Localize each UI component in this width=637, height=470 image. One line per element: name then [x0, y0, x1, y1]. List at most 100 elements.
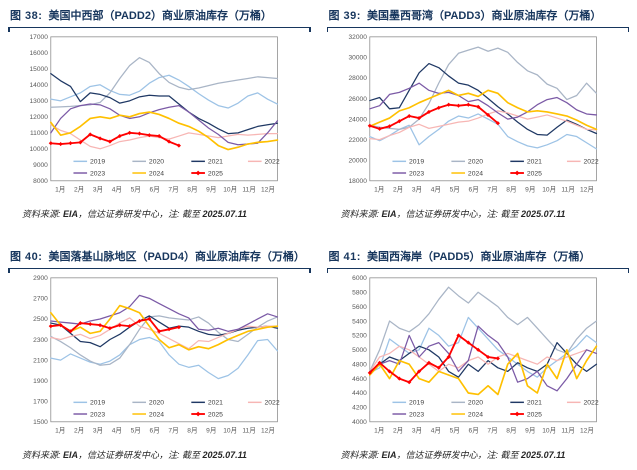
series-2025-marker — [88, 322, 93, 327]
figure-41-title: 图 41: 美国西海岸（PADD5）商业原油库存（万桶） — [326, 246, 629, 274]
legend-label-2022: 2022 — [265, 159, 280, 166]
x-tick-label: 12月 — [580, 427, 594, 435]
legend-label-2023: 2023 — [90, 411, 105, 418]
y-tick-label: 14000 — [29, 82, 48, 89]
figure-40-panel: 图 40: 美国落基山脉地区（PADD4）商业原油库存（万桶） 2900 2700 2… — [8, 246, 311, 461]
series-2025-marker — [127, 324, 132, 329]
x-tick-label: 11月 — [561, 427, 574, 435]
legend-label-2022: 2022 — [583, 159, 598, 166]
x-tick-label: 2月 — [392, 427, 402, 435]
series-2025-marker — [367, 123, 372, 128]
legend-label-2020: 2020 — [149, 400, 164, 407]
legend-label-2021: 2021 — [526, 159, 541, 166]
x-tick-label: 4月 — [112, 427, 122, 435]
legend-label-2019: 2019 — [90, 159, 105, 166]
figure-title-text: 美国西海岸（PADD5）商业原油库存（万桶） — [366, 251, 591, 264]
x-tick-label: 9月 — [525, 185, 535, 193]
x-tick-label: 9月 — [206, 427, 216, 435]
series-2025-marker — [426, 360, 431, 365]
series-2019-line — [50, 74, 279, 109]
series-2020-line — [50, 315, 279, 366]
x-tick-label: 7月 — [487, 427, 497, 435]
series-2024-line — [368, 345, 597, 396]
y-tick-label: 2900 — [33, 275, 48, 282]
series-2023-line — [368, 325, 597, 392]
legend-label-2024: 2024 — [149, 170, 164, 177]
x-tick-label: 6月 — [468, 427, 478, 435]
series-2025-marker — [166, 327, 172, 332]
y-tick-label: 5600 — [352, 304, 367, 311]
source-mid: ，信达证券研发中心，注: 截至 — [78, 209, 203, 220]
x-tick-label: 4月 — [112, 185, 122, 193]
x-tick-label: 3月 — [411, 427, 421, 435]
legend-label-2023: 2023 — [90, 170, 105, 177]
x-tick-label: 11月 — [242, 427, 255, 435]
y-tick-label: 1900 — [33, 378, 48, 385]
y-tick-label: 4000 — [352, 419, 367, 426]
legend-label-2021: 2021 — [208, 400, 223, 407]
y-tick-label: 4200 — [352, 405, 367, 412]
source-org: EIA — [63, 450, 79, 461]
series-2025-marker — [147, 133, 152, 138]
series-2022-line — [368, 345, 597, 373]
y-tick-label: 22000 — [348, 137, 367, 144]
y-tick-label: 5000 — [352, 347, 367, 354]
y-tick-label: 4400 — [352, 390, 367, 397]
x-tick-label: 11月 — [242, 185, 255, 193]
series-2025-marker — [58, 141, 63, 147]
x-tick-label: 2月 — [74, 185, 84, 193]
series-2025-marker — [367, 370, 372, 375]
legend-label-2022: 2022 — [265, 400, 280, 407]
y-tick-label: 6000 — [352, 275, 367, 282]
series-2025-marker — [176, 143, 181, 148]
series-2024-line — [49, 304, 279, 351]
source-org: EIA — [63, 209, 79, 220]
series-2024-line — [49, 111, 279, 151]
legend-label-2020: 2020 — [149, 159, 164, 166]
source-prefix: 资料来源: — [22, 450, 64, 461]
chart-area: 2900 2700 2500 2300 2100 1900 1700 1500 1月 2月 3月 4月… — [8, 269, 311, 447]
legend-marker-2025 — [195, 170, 201, 176]
x-tick-label: 3月 — [93, 427, 103, 435]
series-2025-marker — [137, 131, 142, 136]
series-2019-line — [50, 336, 279, 380]
source-note: 资料来源: EIA，信达证券研发中心，注: 截至 2025.07.11 — [8, 206, 311, 220]
series-2025-marker — [465, 102, 470, 107]
source-note: 资料来源: EIA，信达证券研发中心，注: 截至 2025.07.11 — [327, 206, 630, 220]
x-tick-label: 6月 — [150, 427, 160, 435]
x-tick-label: 6月 — [468, 185, 478, 193]
legend-label-2020: 2020 — [467, 400, 482, 407]
plot-border — [50, 277, 278, 423]
source-mid: ，信达证券研发中心，注: 截至 — [396, 450, 522, 461]
padd5-seasonal-line-chart: 6000 5800 5600 5400 5200 5000 4800 4600 4400 4200… — [352, 275, 599, 435]
figure-label: 图 40: — [10, 251, 43, 264]
series-2025-marker — [176, 325, 181, 330]
series-2023-line — [50, 294, 279, 333]
source-note: 资料来源: EIA，信达证券研发中心，注: 截至 2025.07.11 — [8, 447, 311, 461]
y-tick-label: 2500 — [33, 316, 48, 323]
x-tick-label: 10月 — [223, 185, 237, 193]
series-2025-marker — [455, 103, 461, 108]
y-tick-label: 17000 — [29, 34, 48, 41]
y-tick-label: 16000 — [29, 50, 48, 57]
plot-border — [50, 36, 278, 182]
chart-area: 32000 30000 28000 26000 24000 22000 20000 18000… — [327, 28, 630, 206]
y-tick-label: 12000 — [29, 114, 48, 121]
x-tick-label: 11月 — [561, 185, 574, 193]
figure-41-panel: 图 41: 美国西海岸（PADD5）商业原油库存（万桶） 6000 5800 5600… — [326, 246, 629, 461]
y-tick-label: 30000 — [348, 55, 367, 62]
y-tick-label: 2700 — [33, 296, 48, 303]
series-2025-marker — [455, 333, 461, 338]
legend-label-2021: 2021 — [208, 159, 223, 166]
y-tick-label: 13000 — [29, 98, 48, 105]
x-tick-label: 7月 — [168, 185, 178, 193]
series-2025-marker — [446, 102, 451, 107]
x-tick-label: 4月 — [430, 185, 440, 193]
x-tick-label: 2月 — [392, 185, 402, 193]
figure-label: 图 38: — [10, 10, 43, 22]
series-2023-line — [368, 82, 597, 120]
x-tick-label: 7月 — [487, 185, 497, 193]
series-2025-marker — [68, 141, 73, 146]
x-tick-label: 7月 — [168, 427, 178, 435]
